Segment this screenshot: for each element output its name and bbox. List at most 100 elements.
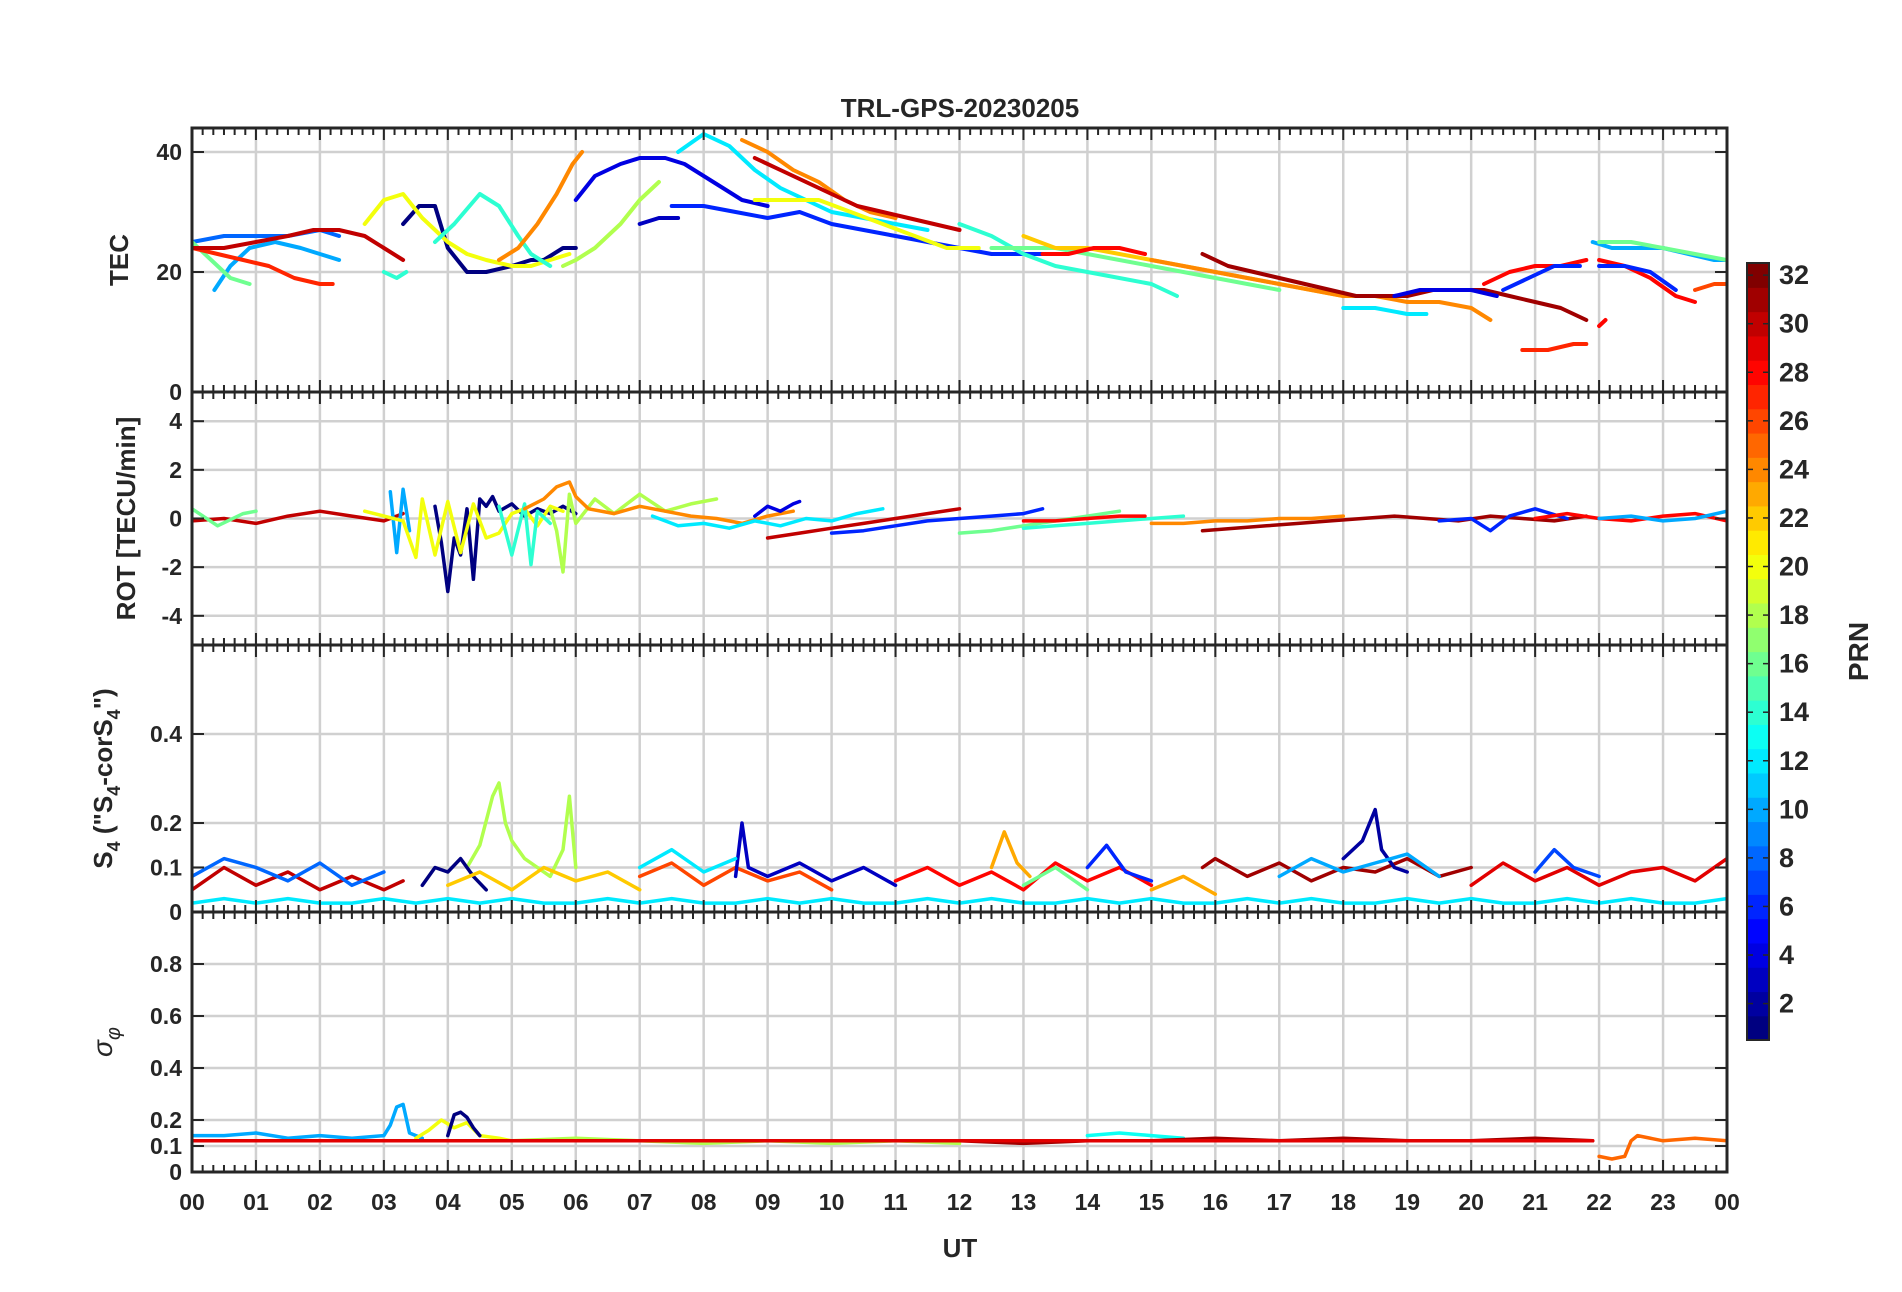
x-tick-label: 21 (1522, 1189, 1548, 1215)
y-tick-label: 40 (156, 139, 182, 165)
x-tick-label: 17 (1266, 1189, 1292, 1215)
series-group (192, 480, 1727, 594)
x-tick-label: 20 (1458, 1189, 1484, 1215)
y-tick-label: 0.1 (150, 855, 182, 881)
series-line-prn-4 (753, 499, 802, 518)
series-line-prn-14 (433, 192, 553, 268)
x-axis-label: UT (943, 1233, 978, 1263)
x-tick-label: 06 (563, 1189, 589, 1215)
colorbar-swatch (1747, 748, 1769, 774)
colorbar-swatch (1747, 967, 1769, 993)
series-line-prn-8 (192, 856, 386, 888)
colorbar-tick-label: 24 (1779, 454, 1809, 484)
series-line-prn-4 (573, 156, 770, 208)
series-line-prn-14 (381, 270, 409, 280)
y-tick-label: 0 (169, 899, 182, 925)
x-tick-label: 00 (1714, 1189, 1740, 1215)
colorbar-frame (1746, 262, 1770, 1041)
x-tick-label: 15 (1139, 1189, 1165, 1215)
series-line-prn-1 (446, 1110, 482, 1138)
colorbar-tick-label: 4 (1779, 940, 1794, 970)
series-line-prn-24 (1149, 258, 1493, 322)
colorbar-swatch (1747, 578, 1769, 604)
series-line-prn-2 (1341, 807, 1409, 874)
x-tick-label: 07 (627, 1189, 653, 1215)
x-tick-label: 01 (243, 1189, 269, 1215)
series-line-prn-18 (465, 781, 578, 879)
colorbar-swatch (1747, 675, 1769, 701)
series-line-prn-28 (1533, 511, 1727, 523)
series-line-prn-12 (637, 847, 738, 874)
colorbar-swatch (1747, 384, 1769, 410)
series-line-prn-10 (1277, 852, 1441, 879)
colorbar-tick-label: 6 (1779, 891, 1794, 921)
series-line-prn-24 (522, 480, 795, 526)
series-line-prn-12 (1341, 306, 1429, 316)
series-line-prn-3 (733, 821, 898, 888)
x-tick-label: 05 (499, 1189, 525, 1215)
x-tick-label: 03 (371, 1189, 397, 1215)
series-line-prn-4 (1392, 288, 1499, 298)
series-line-prn-16 (1021, 865, 1090, 892)
colorbar-swatch (1747, 432, 1769, 458)
colorbar-tick-label: 18 (1779, 600, 1809, 630)
series-line-prn-14 (497, 502, 552, 567)
series-line-prn-16 (957, 509, 1122, 535)
colorbar-swatch (1747, 870, 1769, 895)
colorbar-swatch (1747, 991, 1769, 1017)
colorbar-swatch (1747, 554, 1769, 580)
y-tick-label: 0 (169, 379, 182, 405)
series-line-prn-30 (192, 865, 405, 892)
x-tick-label: 04 (435, 1189, 461, 1215)
panel-rot: -4 -2 0 2 4 ROT [TECU/min] (111, 390, 1729, 647)
series-line-prn-31 (1200, 514, 1589, 533)
colorbar-swatch (1747, 263, 1769, 288)
colorbar-swatch (1747, 1015, 1769, 1041)
series-line-prn-30 (192, 228, 406, 262)
panel-tec: 0 20 40 TEC (104, 126, 1729, 405)
y-tick-label: 0.8 (150, 951, 182, 977)
y-axis-label: S4 ("S4-corS4") (88, 688, 124, 868)
series-line-prn-7 (1533, 847, 1601, 879)
colorbar-swatch (1747, 700, 1769, 725)
series-line-prn-6 (829, 507, 1045, 535)
series-line-prn-20 (362, 497, 565, 560)
x-tick-label: 16 (1203, 1189, 1229, 1215)
series-line-prn-12 (650, 507, 885, 530)
colorbar-swatch (1747, 311, 1769, 337)
y-tick-label: 2 (169, 457, 182, 483)
series-line-prn-27 (1520, 342, 1589, 352)
panel-frame (190, 910, 1729, 1174)
series-line-prn-6 (1085, 843, 1154, 883)
colorbar-swatch (1747, 408, 1769, 434)
colorbar-swatch (1747, 797, 1769, 823)
series-line-prn-24 (497, 150, 585, 262)
colorbar-swatch (1747, 724, 1769, 750)
y-tick-label: 0.1 (150, 1133, 182, 1159)
series-line-prn-1 (433, 494, 578, 594)
series-line-prn-18 (561, 180, 661, 268)
colorbar-swatch (1747, 481, 1769, 507)
series-line-prn-28 (1597, 318, 1608, 328)
colorbar-swatch (1747, 335, 1769, 361)
colorbar-tick-label: 28 (1779, 357, 1809, 387)
panel-sigma: 00.10.2 0.4 0.6 0.8 σφ (87, 910, 1729, 1185)
series-line-prn-18 (548, 492, 719, 574)
colorbar-tick-label: 22 (1779, 503, 1809, 533)
series-line-prn-22 (446, 865, 642, 892)
series-line-prn-20 (752, 198, 981, 250)
colorbar-tick-label: 20 (1779, 552, 1809, 582)
series-line-prn-16 (192, 507, 258, 528)
series-line-prn-14 (1021, 514, 1186, 530)
series-line-prn-6 (1501, 264, 1582, 292)
x-tick-label: 10 (819, 1189, 845, 1215)
colorbar-tick-label: 2 (1779, 989, 1794, 1019)
y-tick-label: -4 (162, 603, 183, 629)
y-axis-label: ROT [TECU/min] (111, 417, 141, 621)
colorbar-swatch (1747, 651, 1769, 677)
colorbar-tick-label: 16 (1779, 649, 1809, 679)
y-tick-label: 0.2 (150, 1107, 182, 1133)
y-tick-label: 20 (156, 259, 182, 285)
series-line-prn-24 (740, 138, 898, 220)
